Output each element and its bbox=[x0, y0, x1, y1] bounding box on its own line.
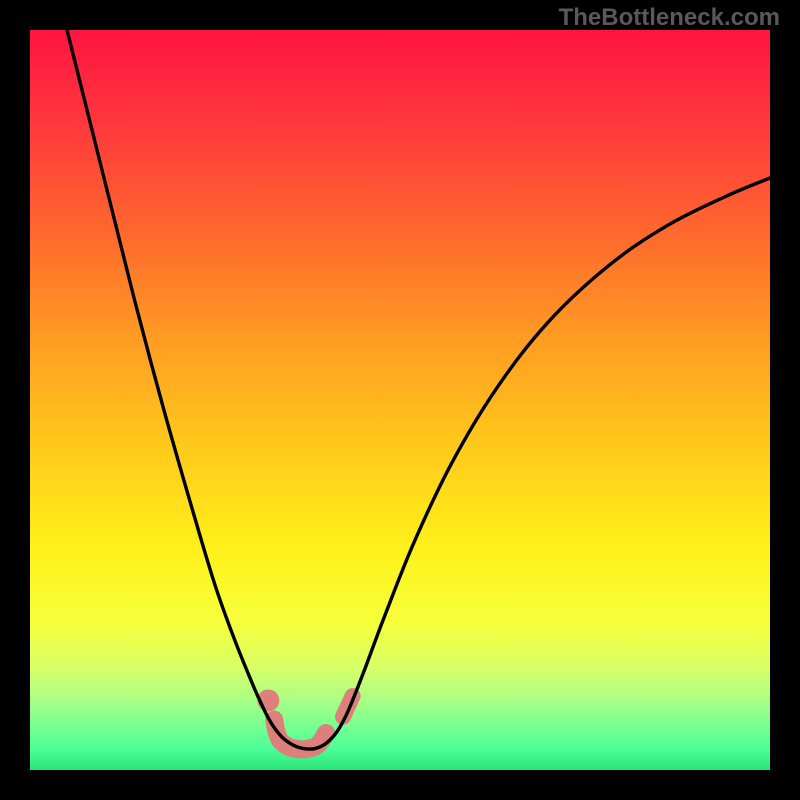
watermark-label: TheBottleneck.com bbox=[559, 4, 780, 32]
bottleneck-curve bbox=[67, 30, 770, 749]
marker-trough-stroke bbox=[274, 720, 326, 750]
marker-trough-highlight bbox=[257, 689, 352, 749]
chart-plot-area bbox=[30, 30, 770, 770]
chart-curve-layer bbox=[30, 30, 770, 770]
